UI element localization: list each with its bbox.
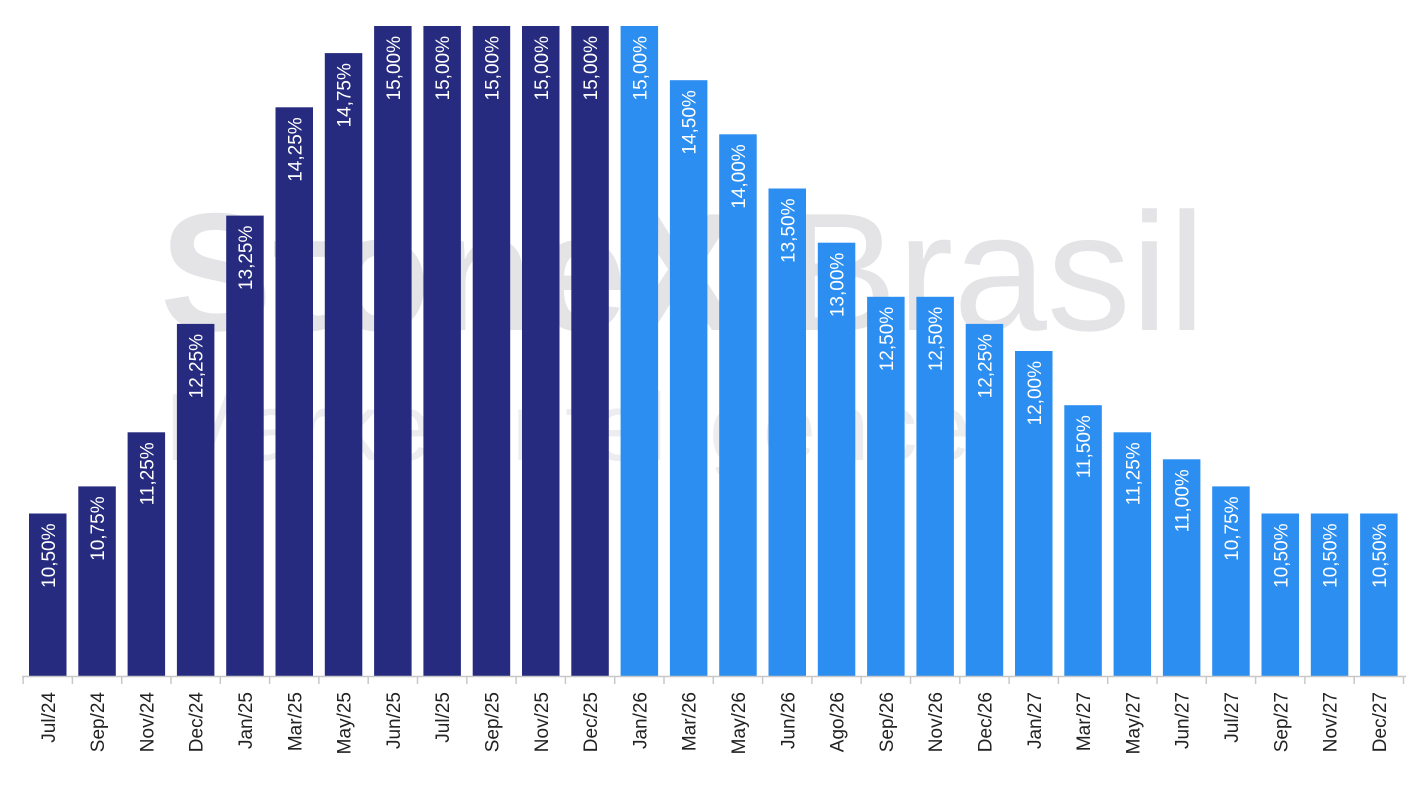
x-tick-label: Dec/24 <box>187 692 208 753</box>
x-tick-label: May/27 <box>1123 692 1144 754</box>
value-label: 14,00% <box>729 144 750 209</box>
value-label: 15,00% <box>433 36 454 101</box>
bar-dec-26 <box>965 323 1004 676</box>
bar-mar-25 <box>275 107 313 677</box>
x-tick-label: Jan/25 <box>236 692 257 749</box>
bar-may-27 <box>1113 432 1152 677</box>
bar-dec-25 <box>571 26 609 676</box>
x-tick-label: Nov/25 <box>532 692 553 752</box>
x-tick-label: Ago/26 <box>828 692 849 752</box>
x-tick-label: Sep/27 <box>1271 692 1292 752</box>
x-tick-label: Jun/27 <box>1173 692 1194 749</box>
bar-sep-27 <box>1261 513 1299 676</box>
x-tick-label: Mar/27 <box>1074 692 1095 751</box>
value-label: 11,25% <box>1123 442 1144 505</box>
x-tick-label: May/25 <box>335 692 356 754</box>
x-tick-label: May/26 <box>729 692 750 754</box>
value-label: 10,75% <box>88 496 109 561</box>
value-label: 14,25% <box>285 117 306 182</box>
bar-mar-27 <box>1064 405 1102 676</box>
bar-sep-26 <box>867 296 905 676</box>
bar-jun-27 <box>1162 459 1201 676</box>
bar-jul-24 <box>29 513 67 676</box>
value-label: 11,00% <box>1173 469 1194 532</box>
value-label: 10,50% <box>39 523 60 588</box>
x-tick-label: Sep/25 <box>482 692 503 752</box>
bar-may-25 <box>324 53 363 677</box>
bar-nov-25 <box>522 26 560 676</box>
value-label: 11,25% <box>137 442 158 505</box>
bar-jan-25 <box>226 215 264 676</box>
value-label: 10,50% <box>1271 523 1292 588</box>
bar-sep-24 <box>78 486 116 676</box>
value-label: 15,00% <box>630 36 651 101</box>
value-labels-group: 10,50% 10,75% 11,25% 12,25% 13,25% 14,25% 14,7… <box>39 36 1391 588</box>
x-tick-label: Sep/26 <box>877 692 898 752</box>
x-tick-label: Jul/25 <box>433 692 454 743</box>
value-label: 15,00% <box>532 36 553 101</box>
bar-nov-24 <box>127 432 166 677</box>
bar-dec-24 <box>176 323 215 676</box>
value-label: 10,50% <box>1370 523 1391 588</box>
x-tick-label: Mar/26 <box>680 692 701 751</box>
x-ticks-group: Jul/24 Sep/24 Nov/24 Dec/24 Jan/25 Mar/25 May/… <box>22 676 1405 754</box>
bar-jan-26 <box>620 26 659 676</box>
value-label: 10,75% <box>1222 496 1243 561</box>
bar-jan-27 <box>1015 351 1053 676</box>
x-tick-label: Nov/24 <box>137 692 158 753</box>
x-tick-label: Dec/27 <box>1370 692 1391 752</box>
value-label: 12,50% <box>926 307 947 372</box>
bar-ago-26 <box>817 242 856 676</box>
bar-dec-27 <box>1360 513 1398 676</box>
value-label: 15,00% <box>482 36 503 101</box>
bars-group <box>29 26 1398 677</box>
value-label: 15,00% <box>384 36 405 101</box>
value-label: 13,00% <box>828 253 849 318</box>
bar-jun-26 <box>768 188 806 676</box>
value-label: 12,00% <box>1025 361 1046 426</box>
value-label: 14,50% <box>680 90 701 155</box>
x-tick-label: Nov/26 <box>926 692 947 752</box>
x-tick-label: Dec/25 <box>581 692 602 752</box>
x-tick-label: Jul/24 <box>39 692 60 743</box>
x-tick-label: Mar/25 <box>285 692 306 751</box>
value-label: 11,50% <box>1074 415 1095 478</box>
bar-may-26 <box>719 134 757 677</box>
bar-nov-26 <box>916 296 954 676</box>
bar-jul-25 <box>423 26 461 676</box>
x-tick-label: Nov/27 <box>1321 692 1342 752</box>
value-label: 12,25% <box>187 334 208 399</box>
x-tick-label: Jul/27 <box>1222 692 1243 743</box>
value-label: 13,50% <box>778 198 799 263</box>
x-tick-label: Dec/26 <box>975 692 996 752</box>
value-label: 14,75% <box>335 63 356 128</box>
value-label: 10,50% <box>1321 523 1342 588</box>
bar-jun-25 <box>374 26 412 676</box>
x-tick-label: Jun/26 <box>778 692 799 749</box>
bar-mar-26 <box>669 80 708 676</box>
value-label: 15,00% <box>581 36 602 101</box>
bar-jul-27 <box>1212 486 1250 676</box>
value-label: 13,25% <box>236 226 257 291</box>
bar-nov-27 <box>1310 513 1349 676</box>
x-tick-label: Jun/25 <box>384 692 405 749</box>
value-label: 12,25% <box>975 334 996 399</box>
value-label: 12,50% <box>877 307 898 372</box>
x-tick-label: Sep/24 <box>88 692 109 753</box>
x-tick-label: Jan/27 <box>1025 692 1046 749</box>
bar-sep-25 <box>472 26 511 676</box>
x-tick-label: Jan/26 <box>630 692 651 749</box>
